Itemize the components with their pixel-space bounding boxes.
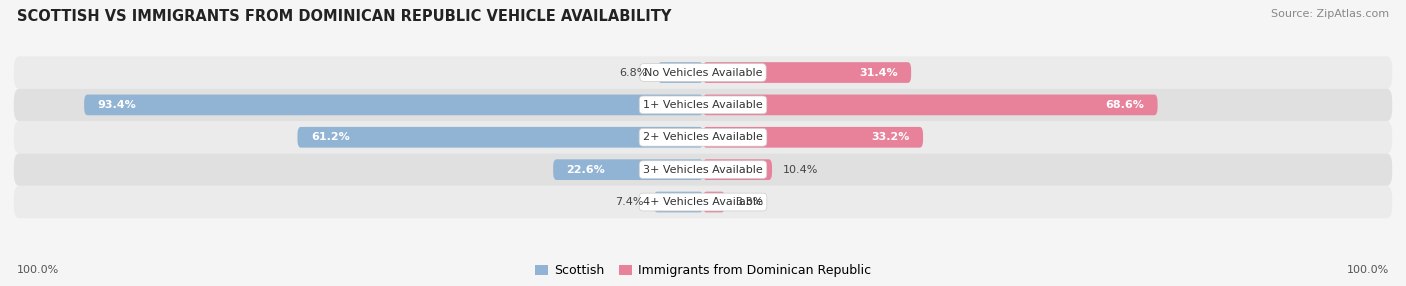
- Text: 3.3%: 3.3%: [735, 197, 763, 207]
- Text: 3+ Vehicles Available: 3+ Vehicles Available: [643, 165, 763, 175]
- Text: 7.4%: 7.4%: [614, 197, 644, 207]
- Text: 31.4%: 31.4%: [859, 67, 898, 78]
- FancyBboxPatch shape: [14, 121, 1392, 154]
- FancyBboxPatch shape: [298, 127, 703, 148]
- Text: 33.2%: 33.2%: [872, 132, 910, 142]
- FancyBboxPatch shape: [703, 192, 725, 212]
- Text: 2+ Vehicles Available: 2+ Vehicles Available: [643, 132, 763, 142]
- Text: 61.2%: 61.2%: [311, 132, 350, 142]
- Text: 4+ Vehicles Available: 4+ Vehicles Available: [643, 197, 763, 207]
- Text: 22.6%: 22.6%: [567, 165, 606, 175]
- Legend: Scottish, Immigrants from Dominican Republic: Scottish, Immigrants from Dominican Repu…: [530, 259, 876, 282]
- FancyBboxPatch shape: [14, 56, 1392, 89]
- FancyBboxPatch shape: [553, 159, 703, 180]
- Text: 68.6%: 68.6%: [1105, 100, 1144, 110]
- Text: 100.0%: 100.0%: [17, 265, 59, 275]
- Text: 100.0%: 100.0%: [1347, 265, 1389, 275]
- FancyBboxPatch shape: [703, 127, 924, 148]
- FancyBboxPatch shape: [703, 159, 772, 180]
- FancyBboxPatch shape: [84, 95, 703, 115]
- Text: 1+ Vehicles Available: 1+ Vehicles Available: [643, 100, 763, 110]
- Text: Source: ZipAtlas.com: Source: ZipAtlas.com: [1271, 9, 1389, 19]
- Text: 10.4%: 10.4%: [783, 165, 818, 175]
- FancyBboxPatch shape: [703, 62, 911, 83]
- Text: 6.8%: 6.8%: [619, 67, 647, 78]
- Text: No Vehicles Available: No Vehicles Available: [644, 67, 762, 78]
- FancyBboxPatch shape: [14, 89, 1392, 121]
- FancyBboxPatch shape: [658, 62, 703, 83]
- FancyBboxPatch shape: [654, 192, 703, 212]
- FancyBboxPatch shape: [703, 95, 1157, 115]
- Text: SCOTTISH VS IMMIGRANTS FROM DOMINICAN REPUBLIC VEHICLE AVAILABILITY: SCOTTISH VS IMMIGRANTS FROM DOMINICAN RE…: [17, 9, 671, 23]
- FancyBboxPatch shape: [14, 154, 1392, 186]
- Text: 93.4%: 93.4%: [97, 100, 136, 110]
- FancyBboxPatch shape: [14, 186, 1392, 218]
